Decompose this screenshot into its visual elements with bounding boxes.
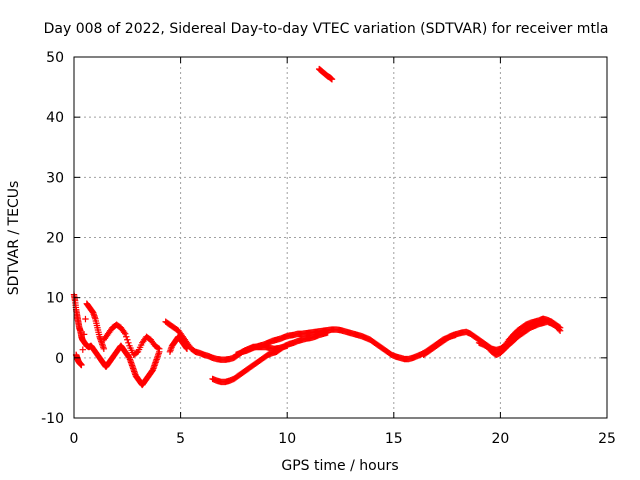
data-points bbox=[70, 65, 564, 389]
y-tick-label: 50 bbox=[46, 50, 64, 66]
y-tick-label: 40 bbox=[46, 110, 64, 126]
y-tick-label: 30 bbox=[46, 170, 64, 186]
data-point bbox=[284, 342, 291, 349]
series-track-i bbox=[475, 318, 564, 359]
chart-title: Day 008 of 2022, Sidereal Day-to-day VTE… bbox=[44, 21, 609, 37]
data-point bbox=[80, 331, 88, 338]
series-track-j bbox=[315, 65, 336, 83]
x-tick-label: 20 bbox=[491, 431, 509, 447]
series-track-a bbox=[70, 291, 163, 389]
data-point bbox=[79, 346, 86, 353]
x-tick-label: 10 bbox=[278, 431, 296, 447]
y-tick-label: 10 bbox=[46, 291, 64, 307]
x-tick-label: 0 bbox=[70, 431, 79, 447]
data-point bbox=[183, 345, 191, 353]
data-point bbox=[124, 336, 131, 343]
data-point bbox=[155, 344, 162, 352]
data-point bbox=[156, 345, 163, 353]
data-point bbox=[328, 76, 336, 83]
x-tick-label: 15 bbox=[385, 431, 403, 447]
x-axis: 0 5 10 15 20 25 bbox=[70, 57, 616, 447]
y-axis: -10 0 10 20 30 40 50 bbox=[41, 50, 607, 427]
x-tick-label: 5 bbox=[176, 431, 185, 447]
series-track-b bbox=[72, 300, 108, 369]
data-point bbox=[100, 345, 108, 353]
data-point bbox=[556, 327, 564, 334]
data-point bbox=[123, 333, 130, 340]
series-track-f bbox=[166, 333, 191, 356]
y-tick-label: 0 bbox=[55, 351, 64, 367]
series-track-g bbox=[232, 342, 291, 359]
data-point bbox=[121, 330, 129, 337]
data-point bbox=[82, 315, 89, 323]
y-tick-label: -10 bbox=[41, 411, 64, 427]
y-axis-label: SDTVAR / TECUs bbox=[6, 181, 22, 296]
data-point bbox=[324, 329, 331, 336]
series-track-c bbox=[100, 321, 163, 359]
x-axis-label: GPS time / hours bbox=[281, 458, 398, 474]
data-point bbox=[78, 361, 85, 369]
y-tick-label: 20 bbox=[46, 231, 64, 247]
x-tick-label: 25 bbox=[598, 431, 616, 447]
data-point bbox=[555, 326, 563, 333]
data-point bbox=[125, 339, 132, 346]
grid bbox=[74, 57, 607, 418]
data-point bbox=[120, 329, 128, 336]
